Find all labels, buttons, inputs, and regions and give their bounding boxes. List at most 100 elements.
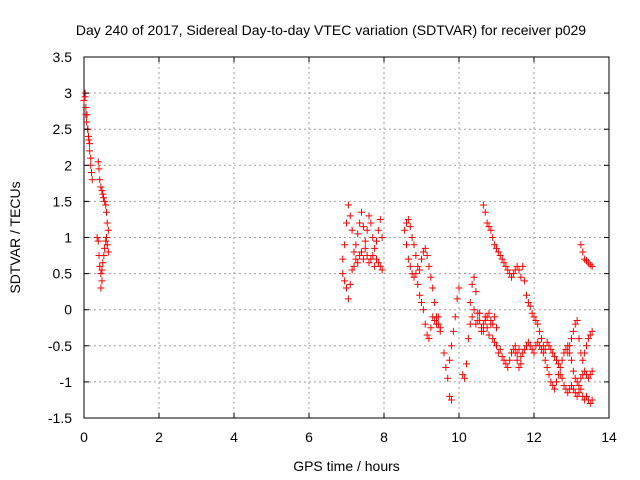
data-point bbox=[517, 353, 525, 361]
data-point bbox=[568, 335, 575, 343]
data-point bbox=[419, 306, 427, 314]
data-point bbox=[463, 360, 470, 368]
data-point bbox=[427, 273, 435, 281]
data-point bbox=[524, 338, 532, 346]
data-point bbox=[491, 313, 499, 321]
data-point bbox=[545, 342, 553, 350]
data-point bbox=[558, 374, 566, 382]
data-point bbox=[418, 255, 425, 263]
data-point bbox=[423, 252, 431, 260]
data-point bbox=[359, 223, 367, 231]
data-point bbox=[369, 234, 377, 241]
data-point bbox=[485, 331, 493, 339]
data-point bbox=[502, 360, 510, 368]
data-point bbox=[99, 259, 107, 267]
data-point bbox=[581, 367, 589, 375]
data-point bbox=[97, 270, 105, 278]
data-point bbox=[588, 262, 596, 270]
data-point bbox=[103, 234, 110, 241]
data-point bbox=[466, 298, 474, 306]
data-point bbox=[98, 277, 106, 285]
data-point bbox=[414, 262, 422, 270]
data-point bbox=[521, 345, 529, 353]
data-point bbox=[583, 342, 590, 350]
data-point bbox=[573, 317, 581, 325]
data-point bbox=[365, 212, 373, 220]
data-point bbox=[98, 187, 106, 195]
data-point bbox=[569, 367, 577, 375]
data-point bbox=[101, 197, 109, 205]
data-point bbox=[541, 356, 549, 364]
data-point bbox=[404, 215, 412, 223]
data-point bbox=[528, 345, 536, 353]
data-point bbox=[515, 266, 523, 274]
y-tick-label: -1.5 bbox=[48, 410, 72, 426]
data-series-early-e bbox=[97, 277, 106, 292]
data-point bbox=[526, 302, 534, 310]
data-point bbox=[88, 169, 95, 177]
data-point bbox=[577, 374, 585, 382]
data-point bbox=[575, 335, 583, 343]
data-point bbox=[562, 345, 570, 353]
data-point bbox=[373, 255, 380, 263]
data-point bbox=[346, 212, 354, 220]
data-point bbox=[504, 363, 512, 371]
data-point bbox=[489, 234, 497, 241]
data-point bbox=[93, 234, 101, 241]
data-point bbox=[536, 342, 544, 350]
data-point bbox=[367, 219, 375, 227]
data-point bbox=[571, 320, 579, 328]
data-point bbox=[103, 219, 111, 227]
data-point bbox=[403, 241, 410, 249]
data-point bbox=[352, 255, 360, 263]
data-series-late-b bbox=[446, 392, 455, 404]
data-point bbox=[521, 277, 529, 285]
data-point bbox=[344, 295, 352, 303]
data-point bbox=[472, 288, 480, 296]
data-point bbox=[481, 208, 489, 216]
x-axis-label: GPS time / hours bbox=[293, 458, 400, 474]
data-point bbox=[421, 244, 429, 252]
data-point bbox=[95, 165, 103, 173]
data-point bbox=[369, 252, 377, 260]
data-point bbox=[101, 244, 109, 252]
data-series-late-h bbox=[564, 342, 596, 390]
data-point bbox=[517, 360, 525, 368]
data-point bbox=[419, 248, 427, 256]
data-point bbox=[569, 327, 577, 335]
data-series-late-c bbox=[459, 306, 525, 382]
data-point bbox=[85, 136, 93, 144]
data-point bbox=[491, 241, 499, 249]
data-point bbox=[412, 252, 420, 260]
data-point bbox=[556, 363, 564, 371]
data-point bbox=[94, 237, 102, 245]
data-series-late-a bbox=[440, 284, 463, 382]
data-point bbox=[406, 223, 414, 231]
data-point bbox=[102, 201, 110, 209]
data-point bbox=[459, 371, 467, 379]
y-tick-label: 1.5 bbox=[53, 193, 73, 209]
x-tick-label: 10 bbox=[451, 429, 467, 445]
data-point bbox=[519, 262, 527, 270]
data-point bbox=[408, 234, 416, 241]
data-point bbox=[509, 270, 517, 278]
data-point bbox=[429, 284, 437, 292]
data-point bbox=[468, 280, 476, 288]
data-point bbox=[356, 252, 364, 260]
x-tick-label: 14 bbox=[601, 429, 617, 445]
data-point bbox=[401, 226, 409, 234]
data-point bbox=[455, 284, 463, 292]
data-point bbox=[539, 349, 547, 357]
data-point bbox=[579, 248, 587, 256]
data-point bbox=[434, 313, 442, 321]
data-point bbox=[104, 248, 112, 256]
data-point bbox=[470, 273, 478, 281]
data-point bbox=[341, 241, 349, 249]
data-point bbox=[348, 266, 356, 274]
data-point bbox=[470, 306, 478, 314]
data-point bbox=[359, 255, 367, 263]
data-point bbox=[464, 335, 472, 343]
x-tick-label: 12 bbox=[526, 429, 542, 445]
data-point bbox=[378, 234, 386, 241]
